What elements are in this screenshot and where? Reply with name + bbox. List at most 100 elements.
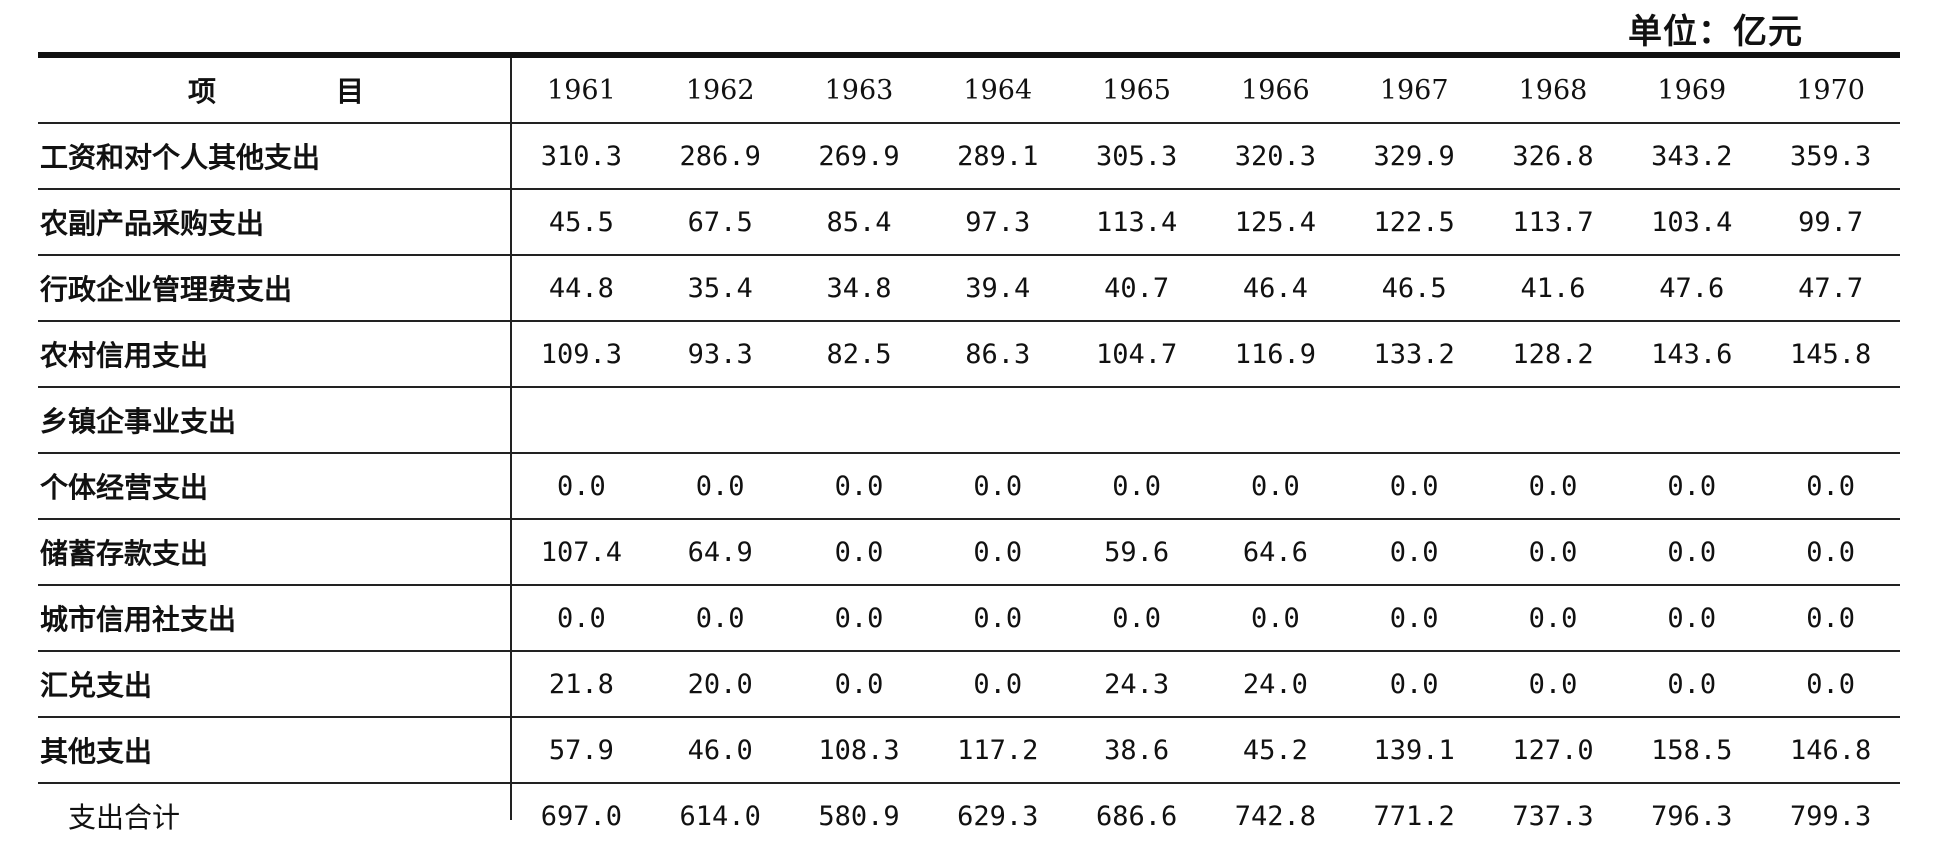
cell-value: 82.5 (789, 321, 929, 388)
row-label: 城市信用社支出 (38, 585, 512, 652)
header-year: 1966 (1205, 58, 1345, 124)
row-label: 农副产品采购支出 (38, 189, 512, 256)
cell-value: 40.7 (1067, 255, 1206, 322)
cell-value: 109.3 (512, 321, 651, 388)
cell-value: 0.0 (1205, 453, 1345, 520)
cell-value: 286.9 (650, 123, 790, 190)
cell-value: 269.9 (789, 123, 929, 190)
cell-value: 0.0 (1344, 453, 1484, 520)
cell-value: 359.3 (1761, 123, 1900, 190)
cell-value: 143.6 (1622, 321, 1762, 388)
cell-value: 146.8 (1761, 717, 1900, 784)
cell-value: 0.0 (789, 519, 929, 586)
table-row: 行政企业管理费支出 44.8 35.4 34.8 39.4 40.7 46.4 46.5 41.… (38, 255, 1900, 322)
cell-value: 0.0 (650, 585, 790, 652)
header-year: 1965 (1067, 58, 1206, 124)
cell-value (928, 387, 1068, 454)
cell-value: 47.6 (1622, 255, 1762, 322)
cell-value: 21.8 (512, 651, 651, 718)
cell-value (1622, 387, 1762, 454)
cell-value: 796.3 (1651, 800, 1733, 832)
cell-value: 0.0 (1344, 519, 1484, 586)
row-label: 支出合计 (68, 801, 181, 834)
cell-value: 97.3 (928, 189, 1068, 256)
row-label: 其他支出 (38, 717, 512, 784)
cell-value: 0.0 (1761, 453, 1900, 520)
cell-value: 580.9 (818, 800, 900, 832)
cell-value: 108.3 (789, 717, 929, 784)
row-label: 乡镇企事业支出 (38, 387, 512, 454)
cell-value: 697.0 (540, 800, 623, 832)
row-label: 行政企业管理费支出 (38, 255, 512, 322)
cell-value: 0.0 (928, 651, 1068, 718)
cell-value: 46.5 (1344, 255, 1484, 322)
cell-value: 742.8 (1234, 800, 1317, 832)
cell-value: 45.5 (512, 189, 651, 256)
cell-value: 39.4 (928, 255, 1068, 322)
table-row: 农副产品采购支出 45.5 67.5 85.4 97.3 113.4 125.4 122.5 1… (38, 189, 1900, 256)
row-label: 汇兑支出 (38, 651, 512, 718)
row-label: 个体经营支出 (38, 453, 512, 520)
table-row: 其他支出 57.9 46.0 108.3 117.2 38.6 45.2 139.1 127.0… (38, 717, 1900, 784)
cell-value: 0.0 (1344, 651, 1484, 718)
cell-value (1761, 387, 1900, 454)
row-label: 储蓄存款支出 (38, 519, 512, 586)
cell-value: 59.6 (1067, 519, 1206, 586)
cell-value: 0.0 (789, 585, 929, 652)
cell-value: 343.2 (1622, 123, 1762, 190)
header-item-char: 项 (187, 75, 216, 108)
header-year: 1964 (928, 58, 1068, 124)
total-row: 支出合计 697.0 614.0 580.9 629.3 686.6 742.8 771.2 7… (38, 783, 1900, 848)
header-year: 1968 (1483, 58, 1623, 124)
cell-value: 35.4 (650, 255, 790, 322)
table-row: 城市信用社支出 0.0 0.0 0.0 0.0 0.0 0.0 0.0 0.0 0.0 0.0 (38, 585, 1900, 652)
header-item-char: 目 (336, 75, 365, 108)
cell-value: 0.0 (1483, 585, 1623, 652)
cell-value: 305.3 (1067, 123, 1206, 190)
cell-value: 113.4 (1067, 189, 1206, 256)
cell-value: 57.9 (512, 717, 651, 784)
cell-value: 771.2 (1373, 800, 1455, 832)
cell-value: 799.3 (1789, 800, 1872, 832)
cell-value: 158.5 (1622, 717, 1762, 784)
table-row: 乡镇企事业支出 (38, 387, 1900, 454)
cell-value: 0.0 (928, 585, 1068, 652)
cell-value: 310.3 (512, 123, 651, 190)
header-year: 1963 (789, 58, 929, 124)
cell-value: 45.2 (1205, 717, 1345, 784)
cell-value: 0.0 (1483, 519, 1623, 586)
cell-value: 38.6 (1067, 717, 1206, 784)
cell-value: 0.0 (1067, 453, 1206, 520)
expenditure-table: 项目 1961 1962 1963 1964 1965 1966 1967 1968 1969 1… (38, 58, 1900, 848)
top-rule (38, 52, 1900, 58)
cell-value: 0.0 (1483, 453, 1623, 520)
cell-value: 0.0 (650, 453, 790, 520)
cell-value: 0.0 (1761, 585, 1900, 652)
cell-value: 686.6 (1095, 800, 1178, 832)
cell-value: 737.3 (1512, 800, 1594, 832)
cell-value: 0.0 (1622, 651, 1762, 718)
cell-value: 64.9 (650, 519, 790, 586)
cell-value (1205, 387, 1345, 454)
cell-value (512, 387, 651, 454)
cell-value: 103.4 (1622, 189, 1762, 256)
table-row: 工资和对个人其他支出 310.3 286.9 269.9 289.1 305.3 320.3… (38, 123, 1900, 190)
cell-value: 85.4 (789, 189, 929, 256)
cell-value: 44.8 (512, 255, 651, 322)
cell-value: 34.8 (789, 255, 929, 322)
cell-value: 289.1 (928, 123, 1068, 190)
cell-value: 24.3 (1067, 651, 1206, 718)
cell-value: 0.0 (1761, 519, 1900, 586)
cell-value: 0.0 (1205, 585, 1345, 652)
cell-value: 24.0 (1205, 651, 1345, 718)
row-label: 工资和对个人其他支出 (38, 123, 512, 190)
cell-value: 0.0 (789, 453, 929, 520)
cell-value: 0.0 (1067, 585, 1206, 652)
cell-value: 117.2 (928, 717, 1068, 784)
cell-value: 139.1 (1344, 717, 1484, 784)
cell-value: 614.0 (679, 800, 761, 832)
cell-value: 64.6 (1205, 519, 1345, 586)
header-year: 1969 (1622, 58, 1762, 124)
cell-value: 122.5 (1344, 189, 1484, 256)
cell-value: 47.7 (1761, 255, 1900, 322)
